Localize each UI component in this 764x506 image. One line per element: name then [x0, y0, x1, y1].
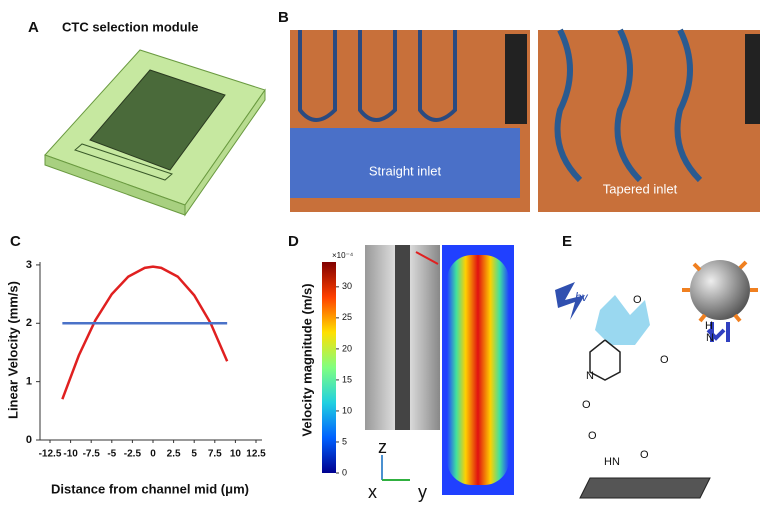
colorbar-tick-label: 5 — [342, 436, 347, 446]
atom: HN — [604, 456, 620, 468]
colorbar — [322, 262, 336, 473]
chip-drawing — [45, 50, 265, 215]
x-tick-label: 2.5 — [167, 449, 181, 460]
y-tick-label: 3 — [26, 259, 32, 271]
atom: H — [705, 320, 713, 332]
atom: O — [582, 399, 591, 411]
inlet-label: Tapered inlet — [603, 181, 678, 196]
x-tick-label: 7.5 — [208, 449, 222, 460]
x-axis-label: Distance from channel mid (μm) — [51, 481, 249, 496]
x-tick-label: 12.5 — [246, 449, 266, 460]
y-axis-label: Linear Velocity (mm/s) — [5, 281, 20, 419]
panel-label: D — [288, 233, 299, 250]
x-tick-label: -5 — [107, 449, 116, 460]
axis-letter: y — [418, 482, 427, 502]
y-tick-label: 2 — [26, 317, 32, 329]
axis-letter: z — [378, 437, 387, 457]
x-tick-label: 10 — [230, 449, 242, 460]
y-tick-label: 0 — [26, 434, 32, 446]
y-tick-label: 1 — [26, 376, 32, 388]
sim-image — [290, 30, 760, 212]
colorbar-tick-label: 25 — [342, 312, 352, 322]
panel-label: E — [562, 233, 572, 250]
colorbar-label: Velocity magnitude (m/s) — [299, 283, 314, 436]
x-tick-label: -12.5 — [39, 449, 62, 460]
inlet-label: Straight inlet — [369, 163, 442, 178]
panel-title: CTC selection module — [62, 19, 199, 34]
sem-image — [365, 245, 514, 495]
atom: N — [586, 370, 594, 382]
axis-letter: x — [368, 482, 377, 502]
x-tick-label: 0 — [150, 449, 156, 460]
panel-label: A — [28, 19, 39, 36]
panel-label: C — [10, 233, 21, 250]
colorbar-tick-label: 20 — [342, 343, 352, 353]
figure: A CTC selection module B Straight inlet … — [0, 0, 764, 506]
x-tick-label: -7.5 — [83, 449, 101, 460]
colorbar-tick-label: 30 — [342, 281, 352, 291]
atom: O — [588, 430, 597, 442]
atom: O — [633, 294, 642, 306]
series-line — [62, 267, 227, 399]
colorbar-scale: ×10⁻⁴ — [332, 251, 354, 260]
atom: N — [706, 332, 714, 344]
atom: O — [640, 449, 649, 461]
light-label: hv — [575, 290, 589, 304]
panel-label: B — [278, 9, 289, 26]
atom: O — [660, 354, 669, 366]
x-tick-label: 5 — [191, 449, 197, 460]
x-tick-label: -10 — [63, 449, 78, 460]
colorbar-tick-label: 15 — [342, 374, 352, 384]
colorbar-tick-label: 0 — [342, 467, 347, 477]
colorbar-tick-label: 10 — [342, 405, 352, 415]
x-tick-label: -2.5 — [124, 449, 142, 460]
